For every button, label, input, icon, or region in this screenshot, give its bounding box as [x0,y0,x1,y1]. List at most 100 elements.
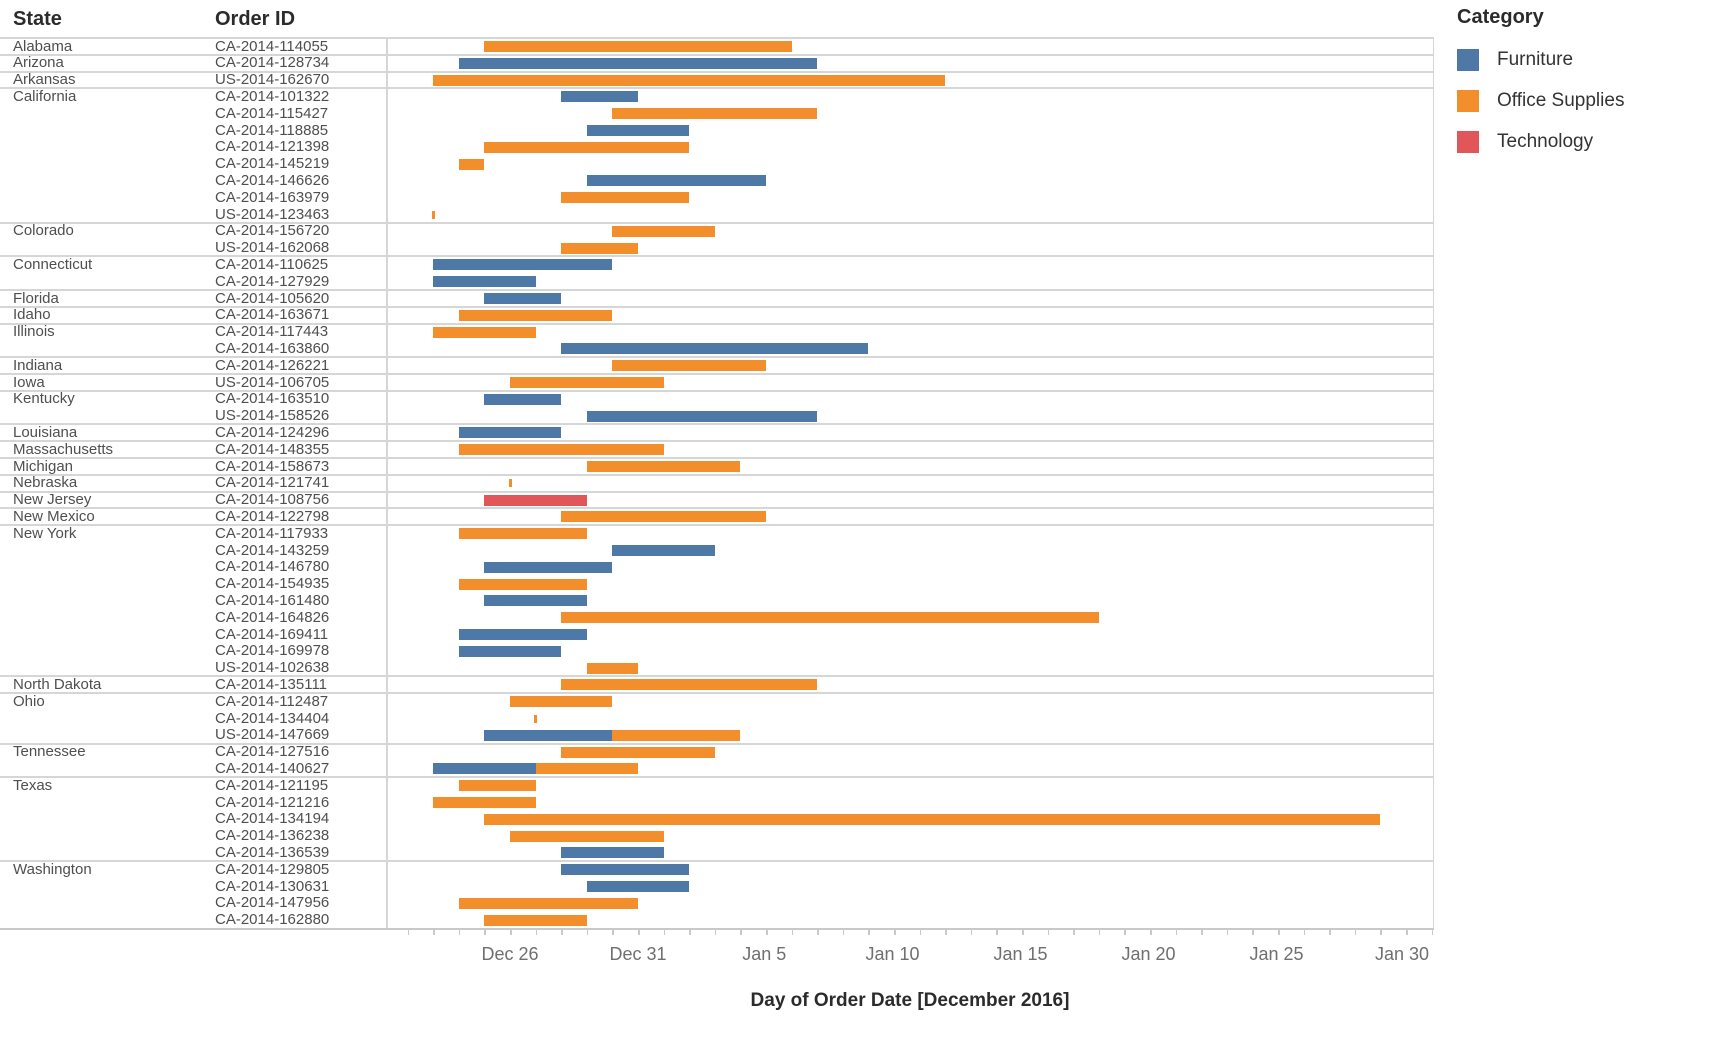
gantt-bar[interactable] [561,343,869,355]
gantt-bar[interactable] [433,763,536,775]
order-id-label[interactable]: CA-2014-169411 [215,625,329,643]
order-id-label[interactable]: CA-2014-156720 [215,222,330,240]
order-id-label[interactable]: CA-2014-145219 [215,155,330,173]
order-id-label[interactable]: CA-2014-169978 [215,642,330,660]
gantt-bar[interactable] [561,847,664,859]
gantt-bar[interactable] [510,696,613,708]
order-id-label[interactable]: CA-2014-140627 [215,759,330,777]
gantt-bar[interactable] [484,41,792,52]
state-label[interactable]: New Jersey [13,491,92,509]
order-id-label[interactable]: CA-2014-108756 [215,491,330,509]
order-id-label[interactable]: US-2014-147669 [215,726,330,744]
legend-item-office-supplies[interactable]: Office Supplies [1457,80,1727,121]
state-label[interactable]: New Mexico [13,507,95,525]
order-id-label[interactable]: CA-2014-122798 [215,507,330,525]
state-label[interactable]: Tennessee [13,743,86,761]
state-label[interactable]: Ohio [13,692,45,710]
gantt-bar[interactable] [458,528,587,540]
gantt-bar[interactable] [458,158,485,170]
order-id-label[interactable]: CA-2014-121398 [215,138,330,156]
order-id-label[interactable]: CA-2014-136238 [215,827,330,845]
gantt-bar[interactable] [612,225,715,237]
order-id-label[interactable]: CA-2014-128734 [215,54,330,72]
state-label[interactable]: Colorado [13,222,74,240]
gantt-bar[interactable] [612,360,766,372]
order-id-label[interactable]: US-2014-123463 [215,205,330,223]
order-id-label[interactable]: CA-2014-162880 [215,911,330,929]
order-id-label[interactable]: US-2014-106705 [215,373,330,391]
gantt-bar[interactable] [561,679,818,691]
gantt-bar[interactable] [458,427,562,439]
gantt-bar[interactable] [484,914,587,926]
gantt-bar[interactable] [561,91,638,103]
order-id-label[interactable]: CA-2014-163671 [215,306,330,324]
gantt-bar[interactable] [510,830,664,842]
state-label[interactable]: Iowa [13,373,45,391]
gantt-bar[interactable] [561,746,715,758]
order-id-label[interactable]: CA-2014-130631 [215,877,330,895]
gantt-bar[interactable] [612,545,715,556]
gantt-bar[interactable] [458,897,638,909]
state-label[interactable]: Illinois [13,323,55,341]
state-label[interactable]: Arkansas [13,71,76,89]
state-label[interactable]: Alabama [13,37,73,55]
order-id-label[interactable]: CA-2014-164826 [215,608,330,626]
order-id-label[interactable]: CA-2014-127929 [215,272,330,290]
gantt-bar[interactable] [586,662,638,674]
order-id-label[interactable]: US-2014-102638 [215,659,330,677]
gantt-bar[interactable] [586,461,741,472]
order-id-label[interactable]: CA-2014-127516 [215,743,330,761]
order-id-label[interactable]: CA-2014-121195 [215,776,329,794]
gantt-bar[interactable] [458,57,818,69]
gantt-bar[interactable] [433,276,536,288]
gantt-bar[interactable] [561,612,1099,624]
gantt-bar[interactable] [508,479,512,488]
state-label[interactable]: Idaho [13,306,51,324]
state-label[interactable]: Kentucky [13,390,75,408]
order-id-label[interactable]: CA-2014-161480 [215,591,330,609]
order-id-label[interactable]: CA-2014-129805 [215,860,330,878]
legend-item-furniture[interactable]: Furniture [1457,39,1727,80]
gantt-bar[interactable] [458,629,587,640]
order-id-label[interactable]: US-2014-162670 [215,71,330,89]
order-id-label[interactable]: US-2014-162068 [215,239,330,257]
gantt-bar[interactable] [458,444,664,456]
order-id-label[interactable]: CA-2014-134194 [215,810,330,828]
order-id-label[interactable]: CA-2014-136539 [215,843,330,861]
gantt-bar[interactable] [433,259,613,271]
order-id-label[interactable]: CA-2014-101322 [215,87,330,105]
gantt-bar[interactable] [433,326,536,338]
order-id-label[interactable]: CA-2014-121216 [215,793,330,811]
state-label[interactable]: Michigan [13,457,74,475]
gantt-bar[interactable] [458,309,613,321]
order-id-label[interactable]: CA-2014-143259 [215,541,330,559]
state-label[interactable]: Florida [13,289,59,307]
order-id-label[interactable]: CA-2014-114055 [215,37,329,55]
state-label[interactable]: Washington [13,860,92,878]
order-id-label[interactable]: CA-2014-126221 [215,356,330,374]
gantt-bar[interactable] [431,210,435,219]
legend-item-technology[interactable]: Technology [1457,121,1727,162]
gantt-bar[interactable] [612,108,818,120]
order-id-label[interactable]: CA-2014-121741 [215,474,330,492]
gantt-bar[interactable] [586,175,766,187]
gantt-bar[interactable] [458,780,536,792]
gantt-bar[interactable] [561,864,690,876]
order-id-label[interactable]: CA-2014-117443 [215,323,329,341]
gantt-bar[interactable] [484,595,587,607]
gantt-bar[interactable] [484,141,690,153]
gantt-bar[interactable] [561,511,766,523]
order-id-label[interactable]: CA-2014-134404 [215,709,330,727]
gantt-bar[interactable] [510,377,664,388]
order-id-label[interactable]: CA-2014-146780 [215,558,330,576]
state-label[interactable]: California [13,87,77,105]
order-id-label[interactable]: US-2014-158526 [215,407,330,425]
order-id-label[interactable]: CA-2014-147956 [215,894,330,912]
order-id-label[interactable]: CA-2014-148355 [215,440,330,458]
order-id-label[interactable]: CA-2014-105620 [215,289,330,307]
order-id-label[interactable]: CA-2014-118885 [215,121,329,139]
gantt-bar[interactable] [586,125,690,136]
order-id-label[interactable]: CA-2014-112487 [215,692,329,710]
gantt-bar[interactable] [484,813,1381,825]
order-id-label[interactable]: CA-2014-117933 [215,524,329,542]
